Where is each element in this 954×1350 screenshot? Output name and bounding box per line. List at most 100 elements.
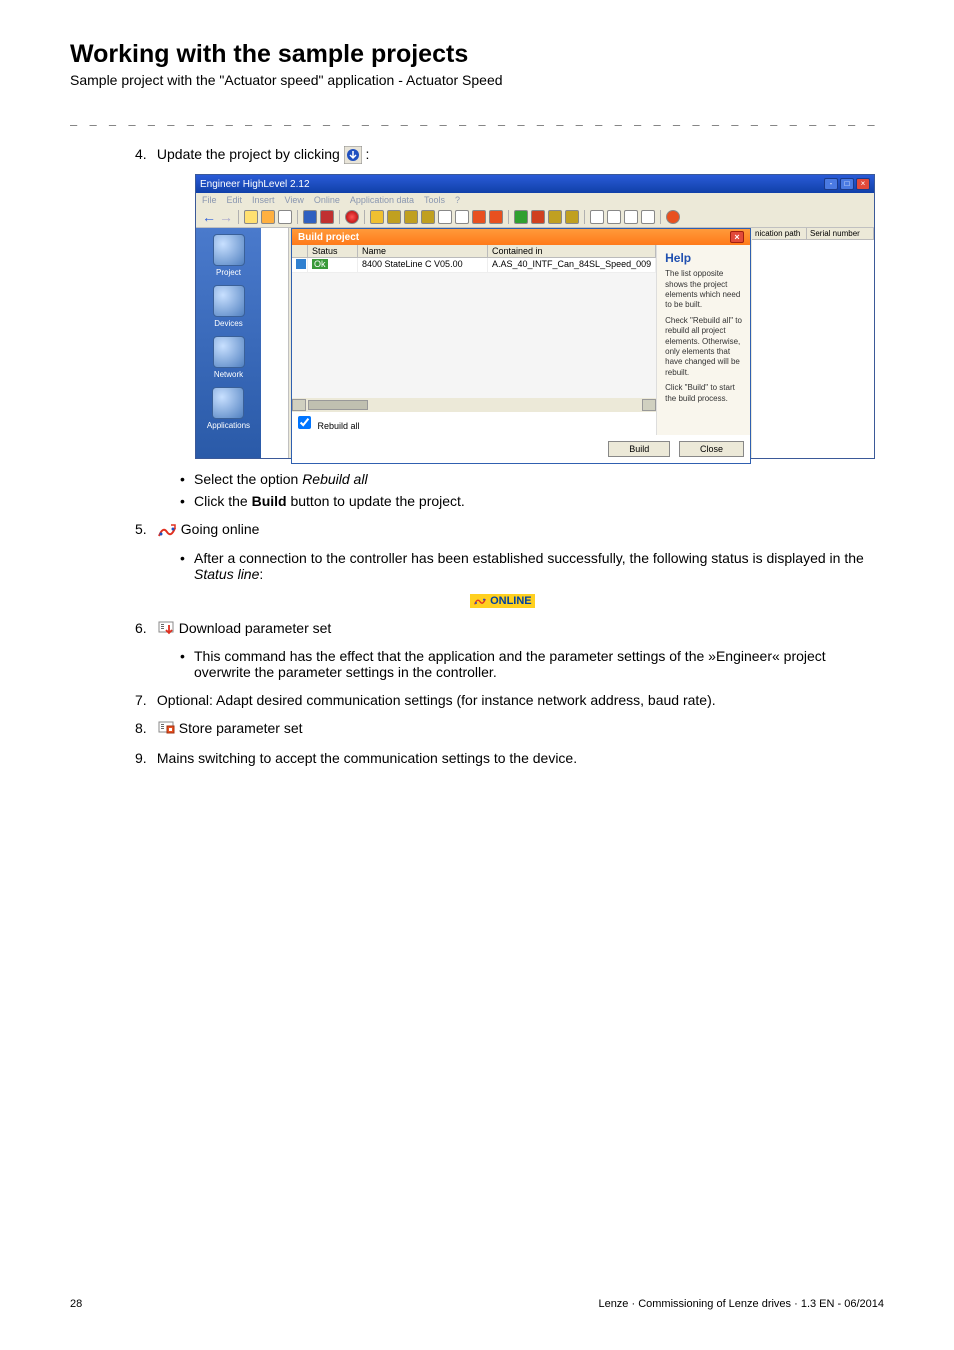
minimize-button[interactable]: - (824, 178, 838, 190)
tb-icon[interactable] (472, 210, 486, 224)
sidebar-item-project[interactable]: Project (213, 234, 245, 277)
scroll-right-button[interactable] (642, 399, 656, 411)
tb-icon[interactable] (261, 210, 275, 224)
dialog-close-button[interactable]: × (730, 231, 744, 243)
tb-icon[interactable] (565, 210, 579, 224)
tb-icon[interactable] (370, 210, 384, 224)
row-contained: A.AS_40_INTF_Can_84SL_Speed_009 (488, 258, 656, 272)
help-p3: Click "Build" to start the build process… (665, 383, 742, 404)
help-title: Help (665, 251, 742, 265)
bullet-text: This command has the effect that the app… (194, 648, 826, 680)
sidebar-item-devices[interactable]: Devices (213, 285, 245, 328)
tb-icon[interactable] (590, 210, 604, 224)
toolbar-separator (238, 210, 239, 224)
build-button[interactable]: Build (608, 441, 670, 457)
step-7: 7. Optional: Adapt desired communication… (135, 692, 884, 708)
toolbar-separator (297, 210, 298, 224)
titlebar: Engineer HighLevel 2.12 - □ × (196, 175, 874, 193)
nav-fwd-icon[interactable]: → (219, 209, 233, 225)
menu-help[interactable]: ? (455, 195, 460, 205)
help-p2: Check "Rebuild all" to rebuild all proje… (665, 316, 742, 378)
tb-icon[interactable] (421, 210, 435, 224)
main-area: Project Devices Network Applications Bui… (196, 228, 874, 458)
step-8-label: Store parameter set (179, 720, 303, 736)
tb-icon[interactable] (548, 210, 562, 224)
tb-icon[interactable] (531, 210, 545, 224)
tb-icon[interactable] (320, 210, 334, 224)
row-status: Ok (308, 258, 358, 272)
sidebar-label: Applications (207, 421, 250, 430)
online-text: ONLINE (490, 595, 532, 607)
menu-tools[interactable]: Tools (424, 195, 445, 205)
list-item: After a connection to the controller has… (180, 550, 884, 582)
step-9: 9. Mains switching to accept the communi… (135, 750, 884, 766)
menu-edit[interactable]: Edit (227, 195, 243, 205)
tb-icon[interactable] (489, 210, 503, 224)
bullet-text: button to update the project. (287, 493, 465, 509)
right-col-2: Serial number (807, 228, 874, 239)
step-number: 8. (135, 720, 153, 736)
tb-icon[interactable] (624, 210, 638, 224)
bullet-text: Select the option (194, 471, 302, 487)
grid-col-status: Status (308, 245, 358, 257)
page-title: Working with the sample projects (70, 40, 884, 69)
toolbar-separator (364, 210, 365, 224)
page-subtitle: Sample project with the "Actuator speed"… (70, 72, 884, 88)
scroll-thumb[interactable] (308, 400, 368, 410)
tb-icon[interactable] (303, 210, 317, 224)
stop-icon[interactable] (666, 210, 680, 224)
step-number: 4. (135, 146, 153, 162)
tb-icon[interactable] (514, 210, 528, 224)
tb-icon[interactable] (455, 210, 469, 224)
menu-file[interactable]: File (202, 195, 217, 205)
dialog-help-pane: Help The list opposite shows the project… (656, 245, 750, 435)
sidebar-item-network[interactable]: Network (213, 336, 245, 379)
close-button[interactable]: × (856, 178, 870, 190)
tb-icon[interactable] (278, 210, 292, 224)
step-6-label: Download parameter set (179, 620, 332, 636)
tb-icon[interactable] (438, 210, 452, 224)
menu-insert[interactable]: Insert (252, 195, 275, 205)
grid-col-icon (292, 245, 308, 257)
right-pane-header: nication path Serial number (752, 228, 874, 240)
scroll-left-button[interactable] (292, 399, 306, 411)
build-grid: Status Name Contained in Ok 8400 StateLi… (292, 245, 656, 398)
rebuild-all-checkbox[interactable] (298, 416, 311, 429)
close-dialog-button[interactable]: Close (679, 441, 744, 457)
step-number: 7. (135, 692, 153, 708)
store-param-icon (157, 720, 175, 738)
window-title: Engineer HighLevel 2.12 (200, 179, 310, 190)
nav-back-icon[interactable]: ← (202, 209, 216, 225)
engineer-screenshot: Engineer HighLevel 2.12 - □ × File Edit … (195, 174, 875, 459)
tb-icon[interactable] (607, 210, 621, 224)
tb-icon[interactable] (387, 210, 401, 224)
help-p1: The list opposite shows the project elem… (665, 269, 742, 311)
maximize-button[interactable]: □ (840, 178, 854, 190)
step-number: 6. (135, 620, 153, 636)
step-5: 5. Going online (135, 521, 884, 539)
tb-icon[interactable] (641, 210, 655, 224)
record-icon[interactable] (345, 210, 359, 224)
dialog-titlebar: Build project × (292, 229, 750, 245)
separator-line: _ _ _ _ _ _ _ _ _ _ _ _ _ _ _ _ _ _ _ _ … (70, 112, 884, 126)
menu-online[interactable]: Online (314, 195, 340, 205)
right-col-1: nication path (752, 228, 807, 239)
menu-appdata[interactable]: Application data (350, 195, 414, 205)
table-row[interactable]: Ok 8400 StateLine C V05.00 A.AS_40_INTF_… (292, 258, 656, 273)
horizontal-scrollbar[interactable] (292, 398, 656, 412)
bullet-text: Click the (194, 493, 252, 509)
toolbar-separator (660, 210, 661, 224)
tb-icon[interactable] (244, 210, 258, 224)
list-item: This command has the effect that the app… (180, 648, 884, 680)
grid-col-name: Name (358, 245, 488, 257)
step-9-text: Mains switching to accept the communicat… (157, 750, 577, 766)
menu-view[interactable]: View (285, 195, 304, 205)
list-item: Click the Build button to update the pro… (180, 493, 884, 509)
tb-icon[interactable] (404, 210, 418, 224)
dialog-left-pane: Status Name Contained in Ok 8400 StateLi… (292, 245, 656, 435)
sidebar-label: Devices (214, 319, 242, 328)
sidebar-item-applications[interactable]: Applications (207, 387, 250, 430)
project-icon (213, 234, 245, 266)
page-footer: 28 Lenze · Commissioning of Lenze drives… (70, 1298, 884, 1310)
sidebar: Project Devices Network Applications (196, 228, 261, 458)
